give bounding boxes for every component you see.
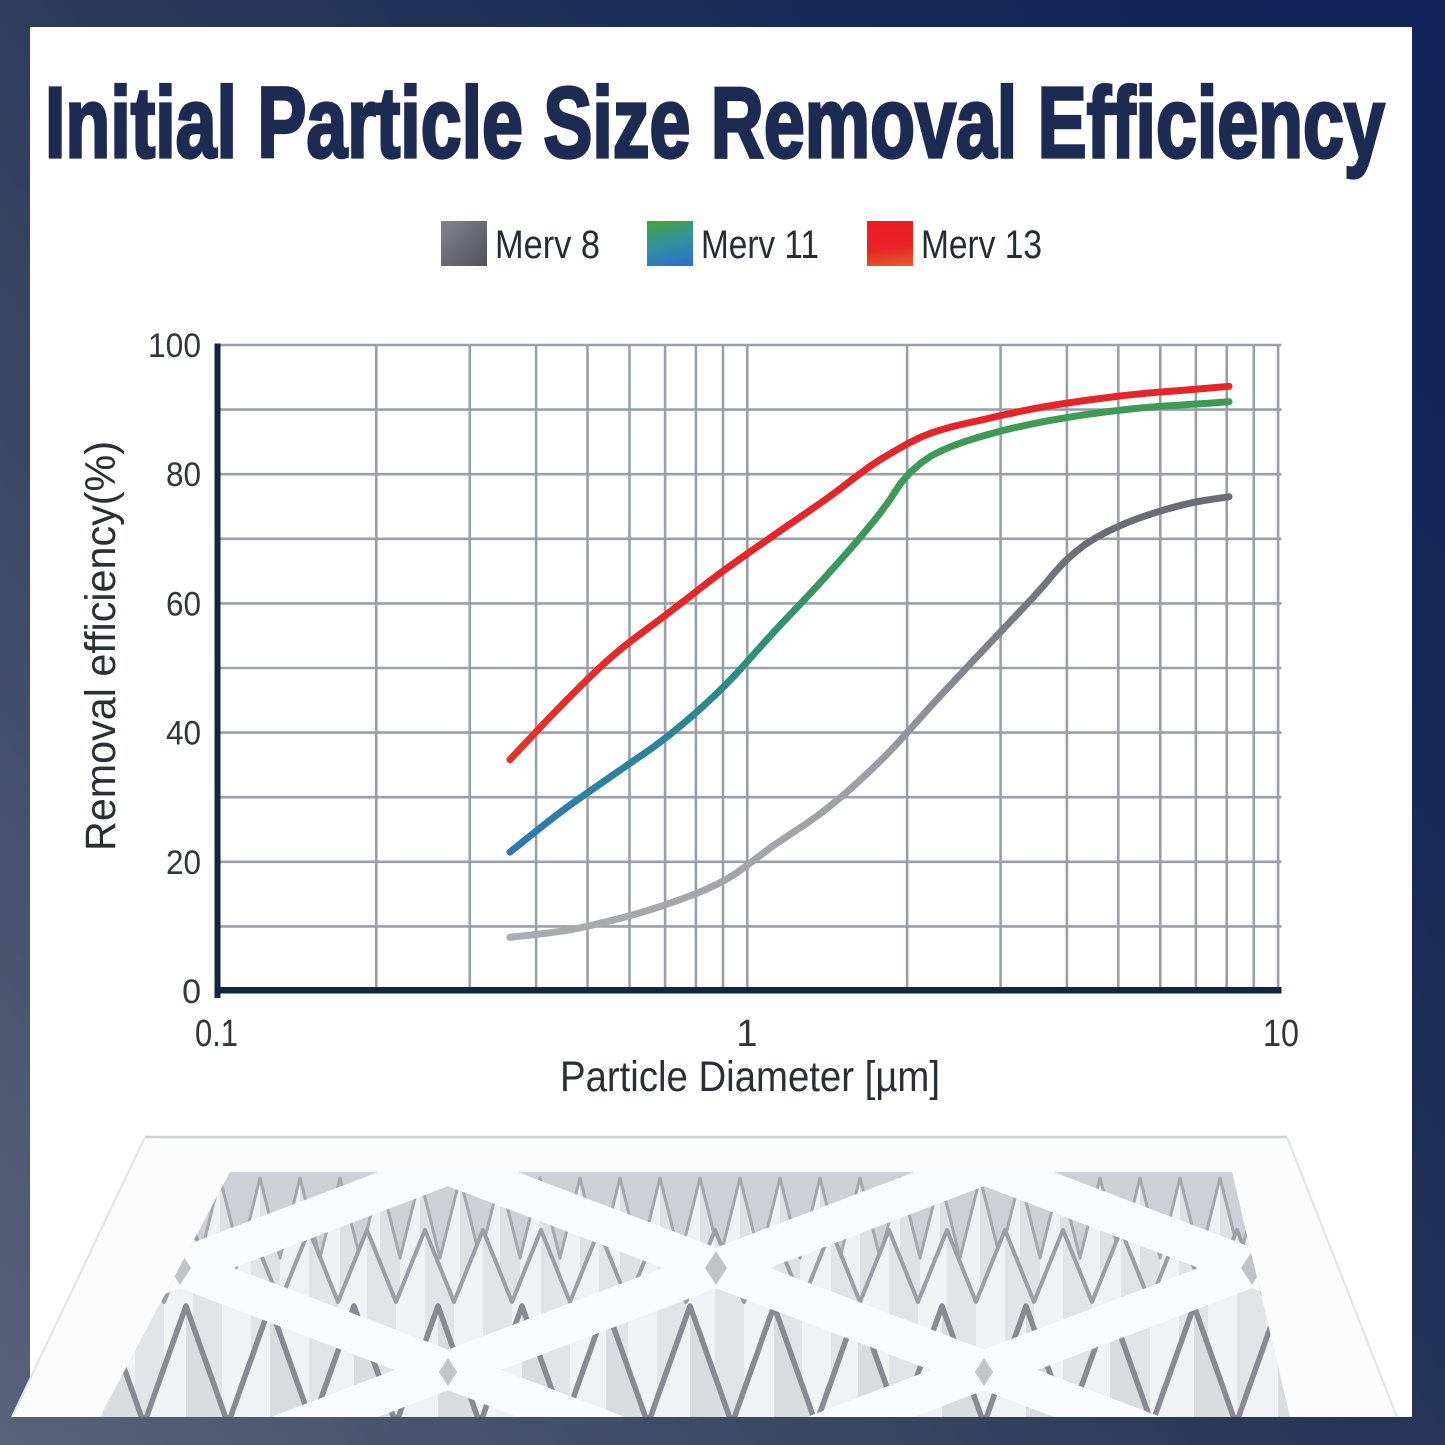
svg-text:Merv 8: Merv 8 bbox=[495, 223, 600, 267]
svg-text:60: 60 bbox=[166, 585, 201, 623]
svg-text:10: 10 bbox=[1263, 1013, 1299, 1055]
svg-text:80: 80 bbox=[166, 456, 201, 494]
svg-text:Removal efficiency(%): Removal efficiency(%) bbox=[77, 441, 125, 851]
svg-text:Merv 11: Merv 11 bbox=[701, 223, 819, 267]
svg-text:Initial Particle Size Removal: Initial Particle Size Removal Efficiency bbox=[45, 67, 1385, 179]
svg-text:1: 1 bbox=[736, 1013, 757, 1055]
svg-text:40: 40 bbox=[166, 715, 201, 753]
svg-text:20: 20 bbox=[166, 844, 201, 882]
svg-text:0: 0 bbox=[182, 973, 201, 1011]
svg-text:0.1: 0.1 bbox=[195, 1013, 238, 1055]
svg-text:100: 100 bbox=[148, 327, 201, 365]
svg-text:Merv 13: Merv 13 bbox=[921, 223, 1042, 267]
svg-text:Particle Diameter [µm]: Particle Diameter [µm] bbox=[560, 1053, 940, 1101]
